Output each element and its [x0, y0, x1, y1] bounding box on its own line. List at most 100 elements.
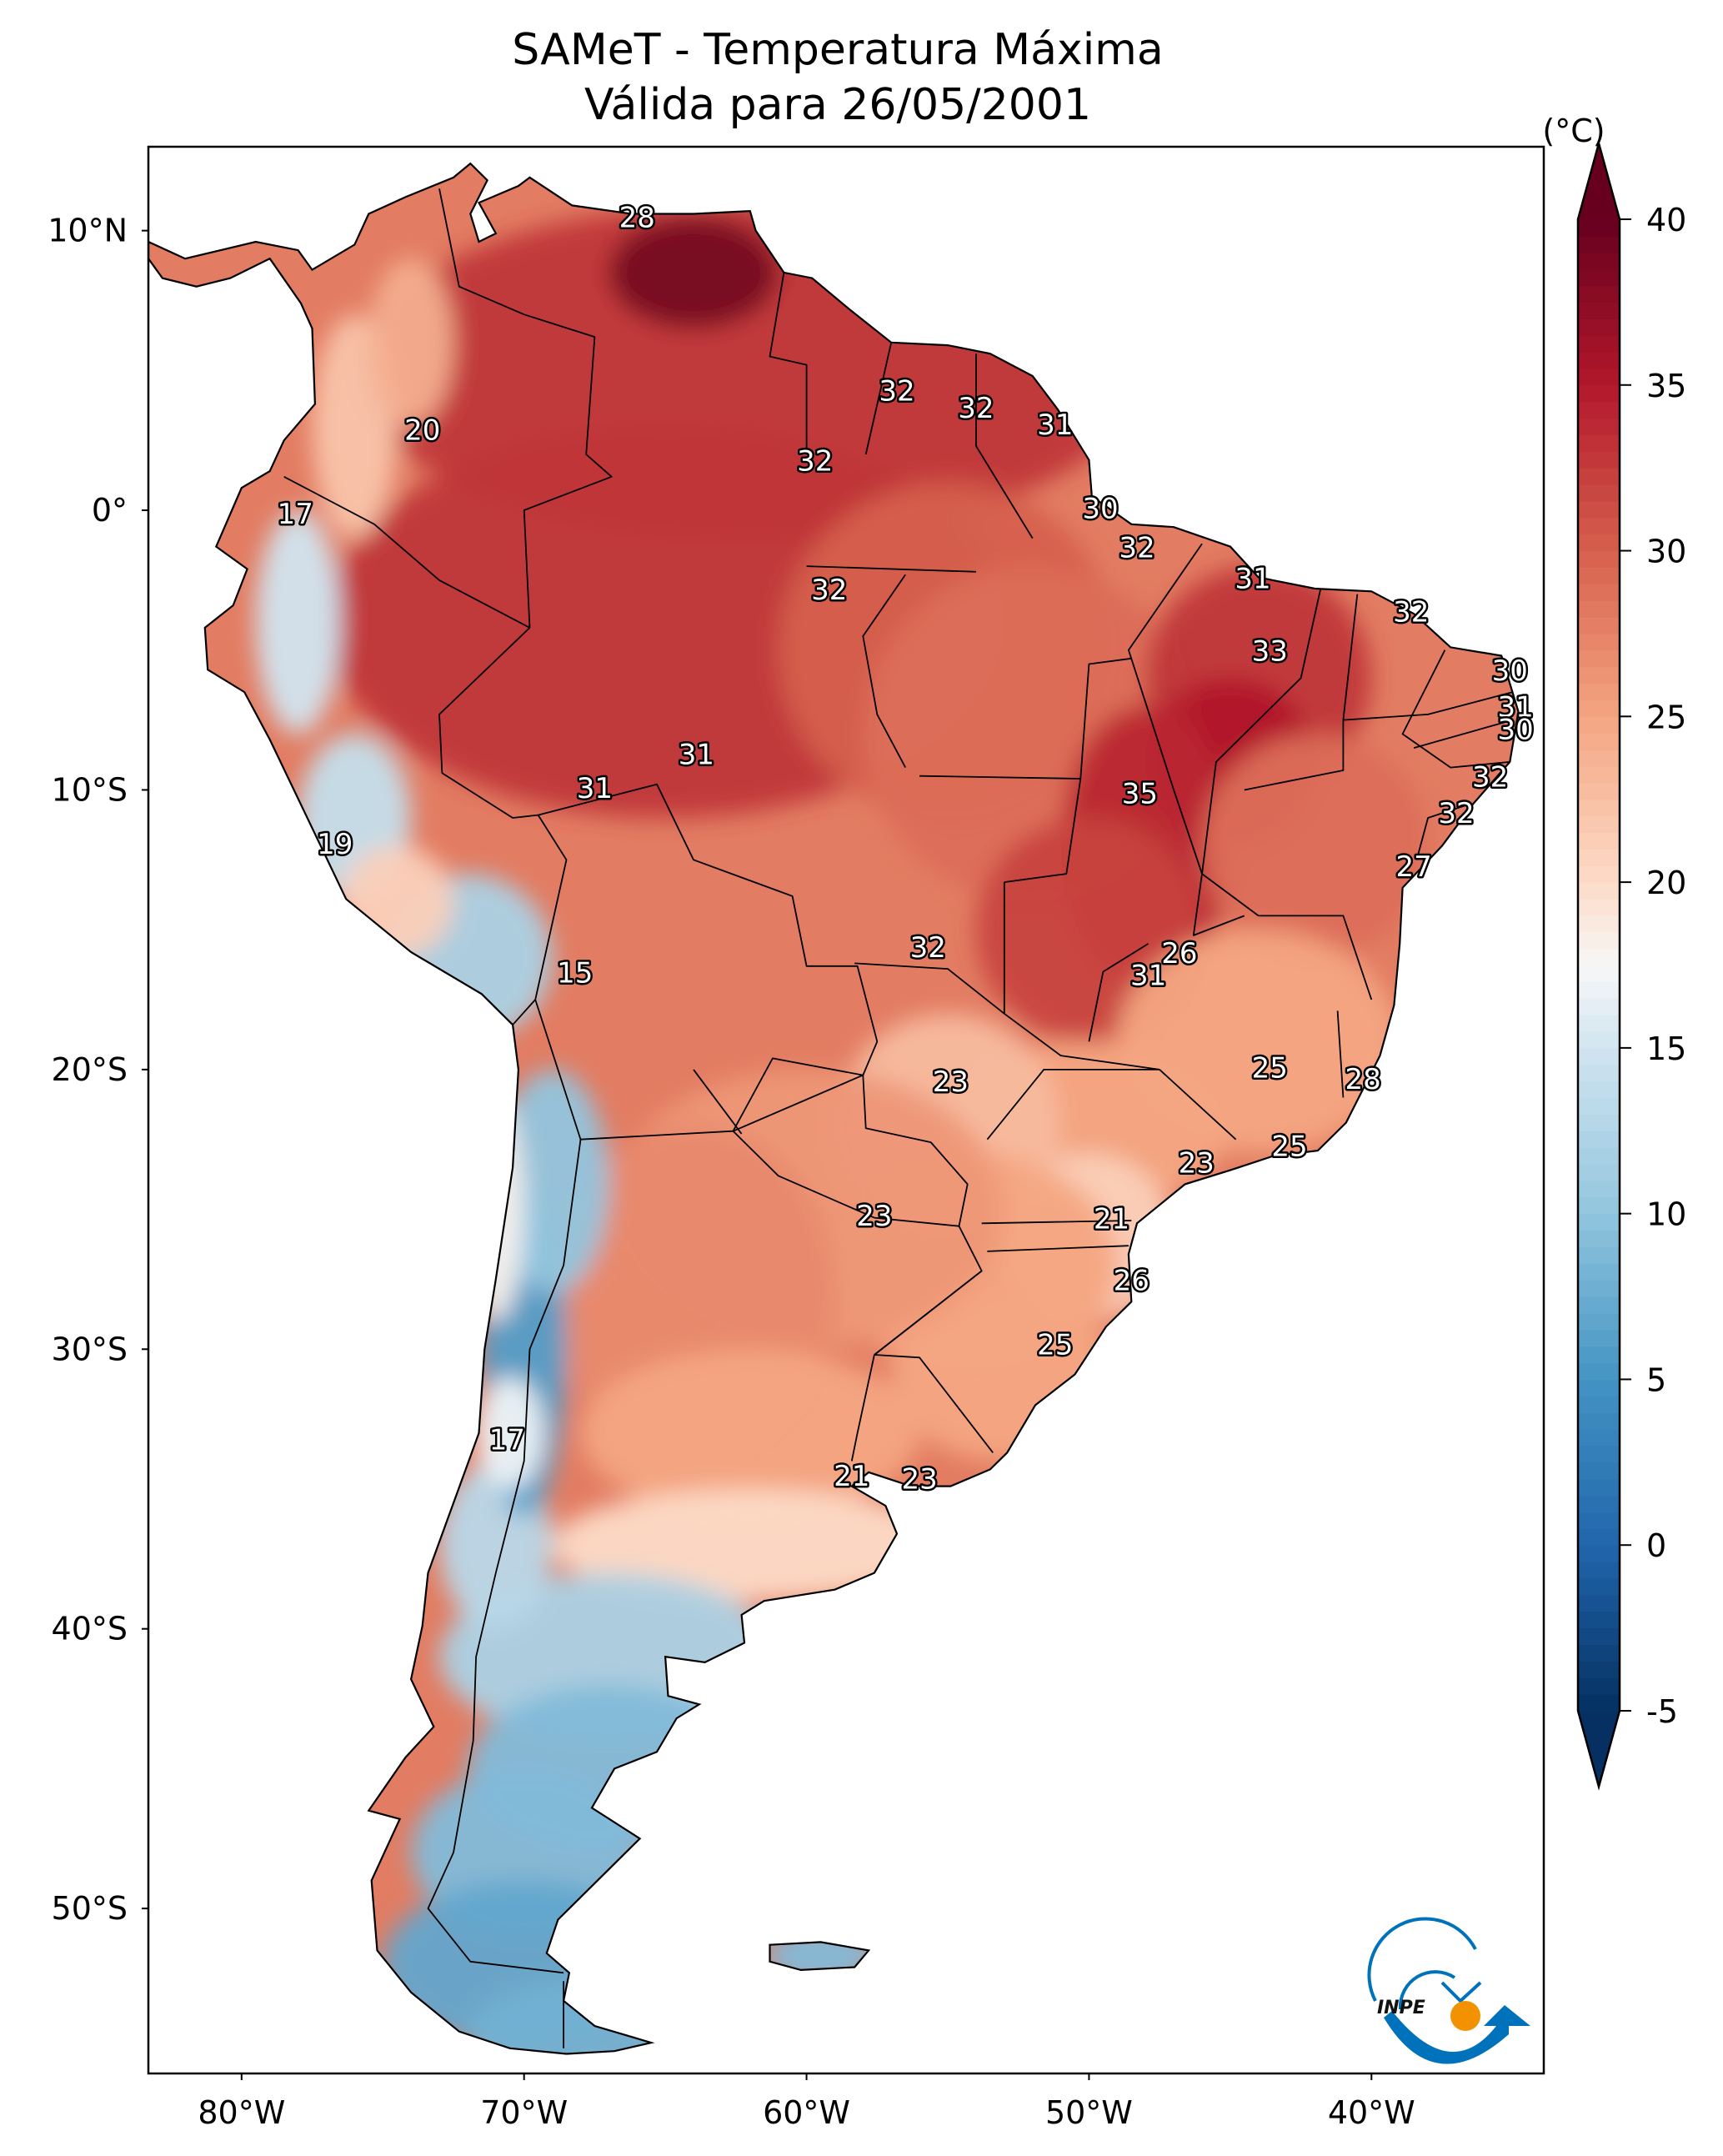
- colorbar-segment: [1578, 915, 1620, 933]
- colorbar-segment: [1578, 716, 1620, 734]
- colorbar-segment: [1578, 368, 1620, 386]
- y-tick-label: 0°: [92, 492, 128, 529]
- colorbar-segment: [1578, 1412, 1620, 1430]
- station-value-label: 15: [557, 956, 593, 990]
- temperature-blob: [580, 1349, 920, 1517]
- colorbar-segment: [1578, 418, 1620, 436]
- colorbar-segment: [1578, 849, 1620, 866]
- temperature-blob: [552, 1488, 949, 1602]
- colorbar-tick-label: 20: [1646, 865, 1686, 901]
- colorbar-tick-label: 40: [1646, 202, 1686, 238]
- colorbar-segment: [1578, 1213, 1620, 1231]
- border-line: [1128, 543, 1203, 875]
- station-value-label: 31: [1235, 562, 1270, 595]
- colorbar-segment: [1578, 1478, 1620, 1497]
- logo-orange-dot: [1450, 2001, 1480, 2031]
- colorbar-segment: [1578, 335, 1620, 353]
- y-tick-label: 20°S: [52, 1051, 128, 1088]
- colorbar-segment: [1578, 1230, 1620, 1248]
- border-line: [986, 1069, 1160, 1141]
- colorbar-segment: [1578, 1196, 1620, 1215]
- colorbar-segment: [1578, 235, 1620, 253]
- border-line: [1159, 1069, 1237, 1141]
- colorbar-segment: [1578, 434, 1620, 452]
- colorbar-segment: [1578, 1611, 1620, 1629]
- border-line: [1413, 719, 1513, 749]
- border-line: [919, 657, 1132, 780]
- colorbar-segment: [1578, 1280, 1620, 1297]
- temperature-blob: [495, 1069, 609, 1294]
- x-tick-label: 50°W: [1045, 2094, 1133, 2131]
- station-value-label: 32: [879, 375, 914, 409]
- station-value-label: 26: [1161, 937, 1197, 970]
- colorbar-segment: [1578, 384, 1620, 403]
- colorbar-segment: [1578, 1346, 1620, 1364]
- colorbar-segment: [1578, 500, 1620, 519]
- y-tick-label: 10°S: [52, 771, 128, 808]
- border-line: [806, 565, 976, 573]
- x-tick-label: 60°W: [763, 2094, 850, 2131]
- station-value-label: 23: [901, 1462, 937, 1496]
- land-temperature-field: [148, 163, 1519, 2054]
- colorbar-tick-label: 5: [1646, 1361, 1666, 1398]
- border-line: [981, 1220, 1132, 1225]
- temperature-blob: [609, 216, 779, 329]
- colorbar-segment: [1578, 832, 1620, 850]
- temperature-blob: [764, 1928, 878, 1984]
- colorbar-tick-label: 25: [1646, 699, 1686, 735]
- colorbar-segment: [1578, 750, 1620, 767]
- border-line: [987, 1245, 1129, 1252]
- x-tick-label: 70°W: [480, 2094, 568, 2131]
- colorbar-segment: [1578, 451, 1620, 469]
- colorbar-segment: [1578, 318, 1620, 336]
- station-value-label: 31: [1497, 691, 1533, 725]
- station-value-label: 25: [1252, 1051, 1288, 1085]
- colorbar-segment: [1578, 567, 1620, 584]
- border-line: [854, 962, 1005, 1015]
- colorbar-segment: [1578, 584, 1620, 601]
- colorbar-segment: [1578, 1627, 1620, 1646]
- border-line: [1003, 882, 1160, 1070]
- border-line: [1401, 649, 1510, 769]
- colorbar-segment: [1578, 1545, 1620, 1562]
- colorbar-segment: [1578, 1528, 1620, 1546]
- station-value-label: 23: [933, 1065, 969, 1099]
- colorbar-segment: [1578, 1661, 1620, 1678]
- y-tick-label: 10°N: [48, 213, 128, 249]
- station-value-label: 27: [1395, 850, 1431, 884]
- station-value-label: 32: [1393, 596, 1429, 629]
- colorbar-tick-label: 15: [1646, 1030, 1686, 1067]
- station-value-label: 31: [577, 772, 613, 805]
- station-value-label: 19: [317, 828, 353, 861]
- station-value-label: 30: [1492, 654, 1528, 688]
- station-value-label: 20: [404, 414, 440, 448]
- colorbar-segment: [1578, 1114, 1620, 1131]
- border-line: [874, 1270, 983, 1356]
- colorbar-segment: [1578, 1312, 1620, 1331]
- station-value-label: 31: [1130, 960, 1166, 993]
- station-value-label: 17: [489, 1424, 525, 1457]
- border-line: [975, 445, 1034, 539]
- station-value-label: 32: [797, 445, 833, 479]
- colorbar-segment: [1578, 468, 1620, 485]
- colorbar-segment: [1578, 1131, 1620, 1148]
- colorbar-units-label: (°C): [1542, 113, 1605, 149]
- colorbar-segment: [1578, 352, 1620, 369]
- colorbar-tick-label: 30: [1646, 534, 1686, 570]
- colorbar-segment: [1578, 1164, 1620, 1181]
- colorbar-segment: [1578, 1577, 1620, 1596]
- colorbar-segment: [1578, 1246, 1620, 1264]
- station-value-label: 31: [1037, 409, 1073, 442]
- coastline: [148, 162, 1520, 2055]
- colorbar-segment: [1578, 1445, 1620, 1463]
- colorbar-segment: [1578, 998, 1620, 1015]
- border-line: [1004, 778, 1082, 883]
- station-value-label: 30: [1082, 493, 1118, 526]
- colorbar-segment: [1578, 965, 1620, 982]
- colorbar-segment: [1578, 484, 1620, 502]
- colorbar-segment: [1578, 948, 1620, 966]
- border-line: [1258, 915, 1373, 1000]
- station-value-label: 28: [619, 202, 655, 235]
- station-value-label: 28: [1345, 1063, 1380, 1096]
